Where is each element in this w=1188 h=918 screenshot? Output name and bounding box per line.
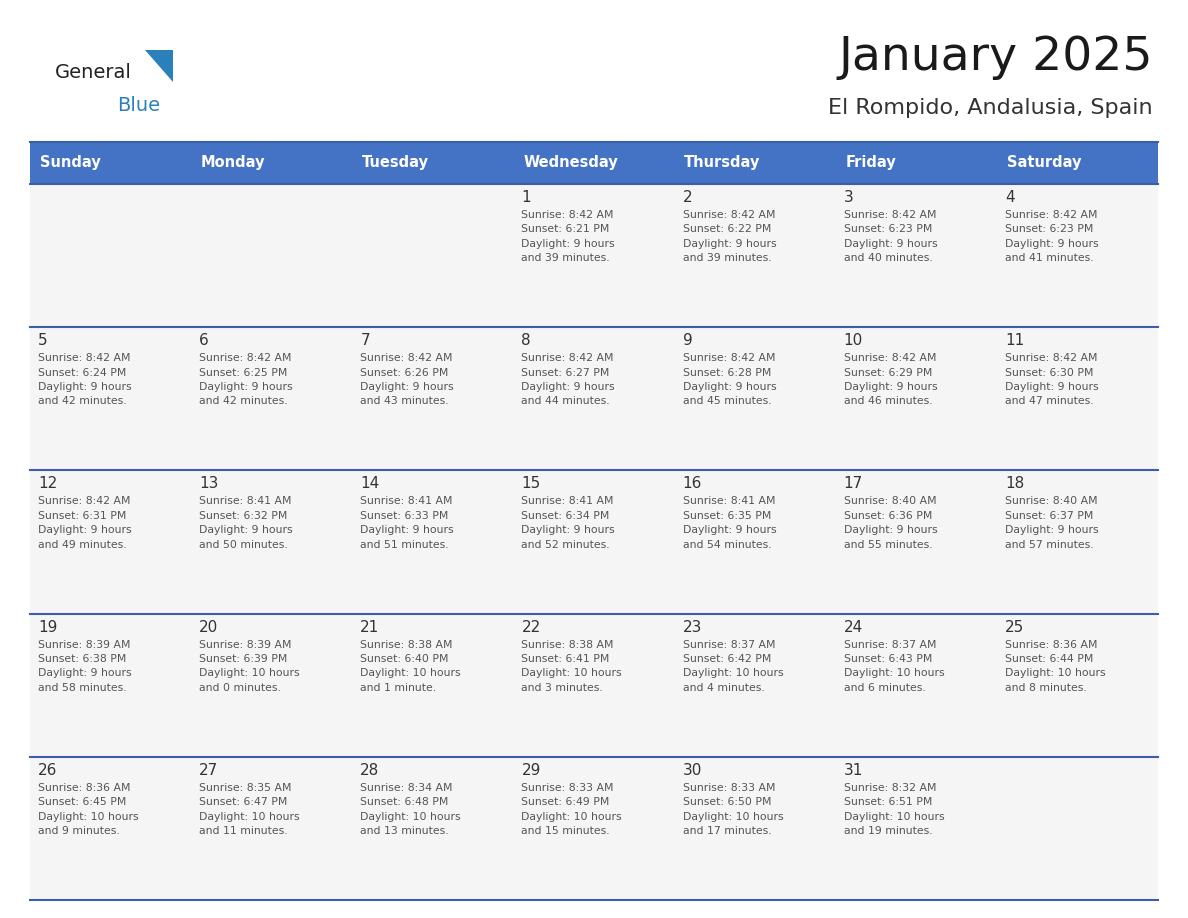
Text: Sunrise: 8:39 AM
Sunset: 6:38 PM
Daylight: 9 hours
and 58 minutes.: Sunrise: 8:39 AM Sunset: 6:38 PM Dayligh…: [38, 640, 132, 693]
Text: 13: 13: [200, 476, 219, 491]
Text: 7: 7: [360, 333, 369, 348]
Text: Sunrise: 8:36 AM
Sunset: 6:45 PM
Daylight: 10 hours
and 9 minutes.: Sunrise: 8:36 AM Sunset: 6:45 PM Dayligh…: [38, 783, 139, 836]
Text: January 2025: January 2025: [839, 36, 1154, 81]
Bar: [30, 613, 1158, 756]
Text: 28: 28: [360, 763, 380, 778]
Text: Sunrise: 8:42 AM
Sunset: 6:28 PM
Daylight: 9 hours
and 45 minutes.: Sunrise: 8:42 AM Sunset: 6:28 PM Dayligh…: [683, 353, 776, 407]
Text: Sunrise: 8:41 AM
Sunset: 6:35 PM
Daylight: 9 hours
and 54 minutes.: Sunrise: 8:41 AM Sunset: 6:35 PM Dayligh…: [683, 497, 776, 550]
Text: 4: 4: [1005, 190, 1015, 205]
Bar: [30, 184, 1158, 327]
Text: Sunrise: 8:37 AM
Sunset: 6:43 PM
Daylight: 10 hours
and 6 minutes.: Sunrise: 8:37 AM Sunset: 6:43 PM Dayligh…: [843, 640, 944, 693]
Text: 2: 2: [683, 190, 693, 205]
Text: Sunrise: 8:42 AM
Sunset: 6:23 PM
Daylight: 9 hours
and 41 minutes.: Sunrise: 8:42 AM Sunset: 6:23 PM Dayligh…: [1005, 210, 1099, 263]
Bar: [353, 142, 513, 184]
Text: Saturday: Saturday: [1006, 155, 1081, 171]
Bar: [30, 142, 191, 184]
Text: 17: 17: [843, 476, 862, 491]
Text: 14: 14: [360, 476, 380, 491]
Text: Sunrise: 8:42 AM
Sunset: 6:25 PM
Daylight: 9 hours
and 42 minutes.: Sunrise: 8:42 AM Sunset: 6:25 PM Dayligh…: [200, 353, 292, 407]
Text: Tuesday: Tuesday: [362, 155, 429, 171]
Text: 30: 30: [683, 763, 702, 778]
Bar: [30, 756, 1158, 900]
Text: 19: 19: [38, 620, 57, 634]
Text: Wednesday: Wednesday: [523, 155, 618, 171]
Text: Sunrise: 8:42 AM
Sunset: 6:21 PM
Daylight: 9 hours
and 39 minutes.: Sunrise: 8:42 AM Sunset: 6:21 PM Dayligh…: [522, 210, 615, 263]
Bar: [675, 142, 835, 184]
Text: Sunrise: 8:35 AM
Sunset: 6:47 PM
Daylight: 10 hours
and 11 minutes.: Sunrise: 8:35 AM Sunset: 6:47 PM Dayligh…: [200, 783, 299, 836]
Text: Sunrise: 8:32 AM
Sunset: 6:51 PM
Daylight: 10 hours
and 19 minutes.: Sunrise: 8:32 AM Sunset: 6:51 PM Dayligh…: [843, 783, 944, 836]
Text: El Rompido, Andalusia, Spain: El Rompido, Andalusia, Spain: [828, 98, 1154, 118]
Text: 12: 12: [38, 476, 57, 491]
Text: Sunrise: 8:33 AM
Sunset: 6:49 PM
Daylight: 10 hours
and 15 minutes.: Sunrise: 8:33 AM Sunset: 6:49 PM Dayligh…: [522, 783, 623, 836]
Text: 5: 5: [38, 333, 48, 348]
Text: 11: 11: [1005, 333, 1024, 348]
Text: Sunrise: 8:42 AM
Sunset: 6:24 PM
Daylight: 9 hours
and 42 minutes.: Sunrise: 8:42 AM Sunset: 6:24 PM Dayligh…: [38, 353, 132, 407]
Text: Sunrise: 8:42 AM
Sunset: 6:27 PM
Daylight: 9 hours
and 44 minutes.: Sunrise: 8:42 AM Sunset: 6:27 PM Dayligh…: [522, 353, 615, 407]
Text: 10: 10: [843, 333, 862, 348]
Text: 3: 3: [843, 190, 853, 205]
Text: 18: 18: [1005, 476, 1024, 491]
Polygon shape: [145, 50, 173, 82]
Text: Sunrise: 8:36 AM
Sunset: 6:44 PM
Daylight: 10 hours
and 8 minutes.: Sunrise: 8:36 AM Sunset: 6:44 PM Dayligh…: [1005, 640, 1106, 693]
Text: Sunrise: 8:42 AM
Sunset: 6:31 PM
Daylight: 9 hours
and 49 minutes.: Sunrise: 8:42 AM Sunset: 6:31 PM Dayligh…: [38, 497, 132, 550]
Text: Sunrise: 8:39 AM
Sunset: 6:39 PM
Daylight: 10 hours
and 0 minutes.: Sunrise: 8:39 AM Sunset: 6:39 PM Dayligh…: [200, 640, 299, 693]
Bar: [835, 142, 997, 184]
Text: Sunrise: 8:42 AM
Sunset: 6:30 PM
Daylight: 9 hours
and 47 minutes.: Sunrise: 8:42 AM Sunset: 6:30 PM Dayligh…: [1005, 353, 1099, 407]
Text: Sunrise: 8:41 AM
Sunset: 6:34 PM
Daylight: 9 hours
and 52 minutes.: Sunrise: 8:41 AM Sunset: 6:34 PM Dayligh…: [522, 497, 615, 550]
Text: 21: 21: [360, 620, 380, 634]
Text: 22: 22: [522, 620, 541, 634]
Text: Thursday: Thursday: [684, 155, 760, 171]
Bar: [513, 142, 675, 184]
Text: 31: 31: [843, 763, 864, 778]
Text: 23: 23: [683, 620, 702, 634]
Text: Monday: Monday: [201, 155, 265, 171]
Text: Sunday: Sunday: [39, 155, 101, 171]
Bar: [191, 142, 353, 184]
Text: Sunrise: 8:41 AM
Sunset: 6:32 PM
Daylight: 9 hours
and 50 minutes.: Sunrise: 8:41 AM Sunset: 6:32 PM Dayligh…: [200, 497, 292, 550]
Text: 1: 1: [522, 190, 531, 205]
Text: 9: 9: [683, 333, 693, 348]
Text: 8: 8: [522, 333, 531, 348]
Text: Sunrise: 8:40 AM
Sunset: 6:37 PM
Daylight: 9 hours
and 57 minutes.: Sunrise: 8:40 AM Sunset: 6:37 PM Dayligh…: [1005, 497, 1099, 550]
Text: Sunrise: 8:33 AM
Sunset: 6:50 PM
Daylight: 10 hours
and 17 minutes.: Sunrise: 8:33 AM Sunset: 6:50 PM Dayligh…: [683, 783, 783, 836]
Text: Sunrise: 8:38 AM
Sunset: 6:40 PM
Daylight: 10 hours
and 1 minute.: Sunrise: 8:38 AM Sunset: 6:40 PM Dayligh…: [360, 640, 461, 693]
Bar: [30, 327, 1158, 470]
Text: Sunrise: 8:42 AM
Sunset: 6:23 PM
Daylight: 9 hours
and 40 minutes.: Sunrise: 8:42 AM Sunset: 6:23 PM Dayligh…: [843, 210, 937, 263]
Text: 16: 16: [683, 476, 702, 491]
Text: 20: 20: [200, 620, 219, 634]
Text: 15: 15: [522, 476, 541, 491]
Text: General: General: [55, 62, 132, 82]
Text: 26: 26: [38, 763, 57, 778]
Text: Sunrise: 8:37 AM
Sunset: 6:42 PM
Daylight: 10 hours
and 4 minutes.: Sunrise: 8:37 AM Sunset: 6:42 PM Dayligh…: [683, 640, 783, 693]
Text: 6: 6: [200, 333, 209, 348]
Text: Sunrise: 8:42 AM
Sunset: 6:22 PM
Daylight: 9 hours
and 39 minutes.: Sunrise: 8:42 AM Sunset: 6:22 PM Dayligh…: [683, 210, 776, 263]
Bar: [30, 470, 1158, 613]
Text: Blue: Blue: [116, 95, 160, 115]
Text: 29: 29: [522, 763, 541, 778]
Text: Friday: Friday: [846, 155, 896, 171]
Text: 25: 25: [1005, 620, 1024, 634]
Text: Sunrise: 8:38 AM
Sunset: 6:41 PM
Daylight: 10 hours
and 3 minutes.: Sunrise: 8:38 AM Sunset: 6:41 PM Dayligh…: [522, 640, 623, 693]
Text: 27: 27: [200, 763, 219, 778]
Bar: [997, 142, 1158, 184]
Text: 24: 24: [843, 620, 862, 634]
Text: Sunrise: 8:40 AM
Sunset: 6:36 PM
Daylight: 9 hours
and 55 minutes.: Sunrise: 8:40 AM Sunset: 6:36 PM Dayligh…: [843, 497, 937, 550]
Text: Sunrise: 8:41 AM
Sunset: 6:33 PM
Daylight: 9 hours
and 51 minutes.: Sunrise: 8:41 AM Sunset: 6:33 PM Dayligh…: [360, 497, 454, 550]
Text: Sunrise: 8:34 AM
Sunset: 6:48 PM
Daylight: 10 hours
and 13 minutes.: Sunrise: 8:34 AM Sunset: 6:48 PM Dayligh…: [360, 783, 461, 836]
Text: Sunrise: 8:42 AM
Sunset: 6:29 PM
Daylight: 9 hours
and 46 minutes.: Sunrise: 8:42 AM Sunset: 6:29 PM Dayligh…: [843, 353, 937, 407]
Text: Sunrise: 8:42 AM
Sunset: 6:26 PM
Daylight: 9 hours
and 43 minutes.: Sunrise: 8:42 AM Sunset: 6:26 PM Dayligh…: [360, 353, 454, 407]
